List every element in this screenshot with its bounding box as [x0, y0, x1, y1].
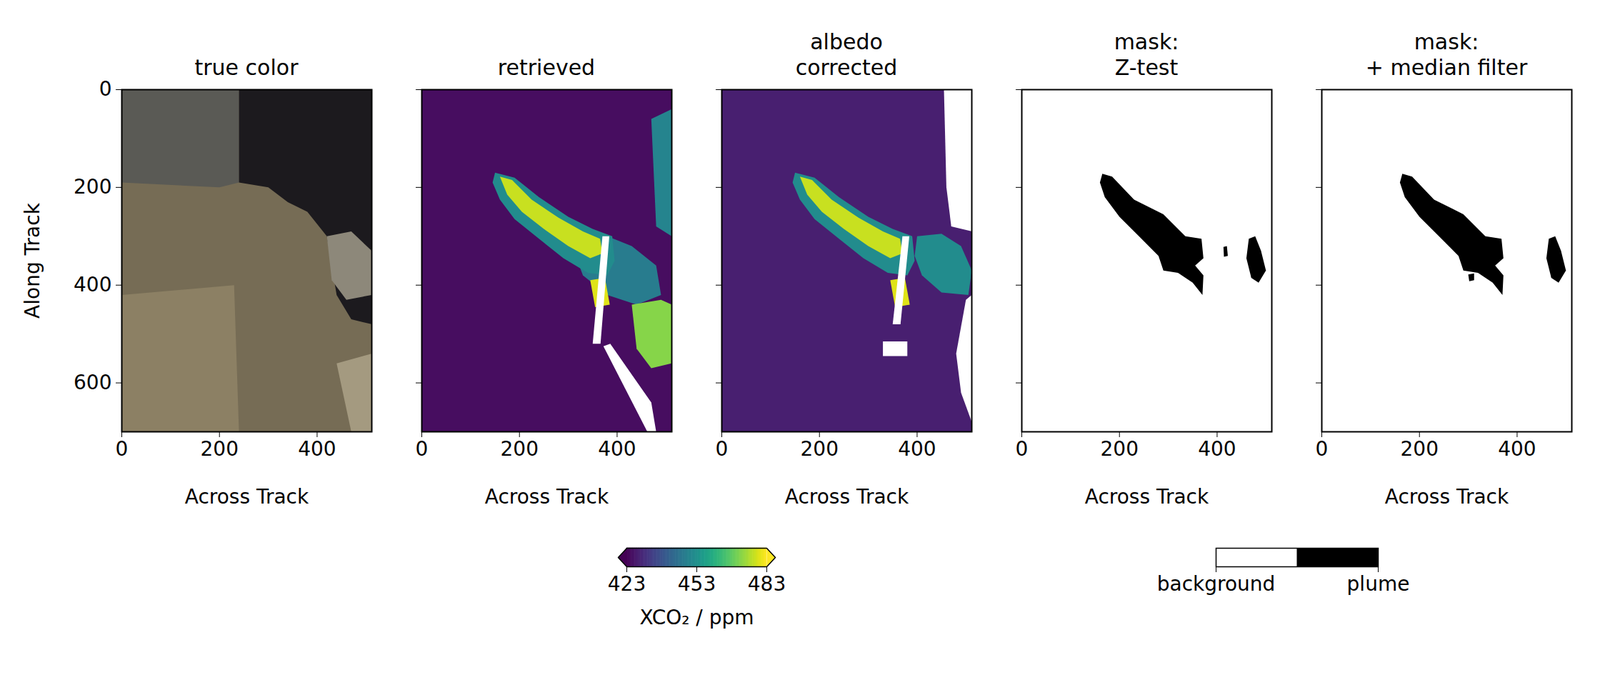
svg-text:400: 400: [1197, 437, 1236, 461]
svg-text:0: 0: [415, 437, 429, 461]
svg-text:423: 423: [607, 572, 646, 596]
svg-text:0: 0: [1015, 437, 1029, 461]
svg-text:0: 0: [99, 77, 113, 101]
svg-text:0: 0: [115, 437, 129, 461]
svg-text:483: 483: [747, 572, 786, 596]
svg-text:Across Track: Across Track: [185, 485, 310, 509]
html-text:mask: + median filter: mask: + median filter: [1365, 29, 1528, 80]
html-text:albedo corrected: albedo corrected: [795, 29, 898, 80]
svg-text:Along Track: Along Track: [20, 202, 45, 319]
svg-text:200: 200: [73, 175, 112, 199]
html-text:true color: true color: [194, 55, 299, 80]
svg-text:200: 200: [800, 437, 838, 461]
svg-text:200: 200: [1400, 437, 1438, 461]
svg-text:400: 400: [597, 437, 636, 461]
svg-text:453: 453: [677, 572, 716, 596]
svg-text:0: 0: [715, 437, 729, 461]
svg-text:Across Track: Across Track: [485, 485, 610, 509]
svg-text:plume: plume: [1347, 572, 1410, 596]
svg-text:background: background: [1157, 572, 1276, 596]
svg-text:0: 0: [1315, 437, 1329, 461]
svg-text:400: 400: [297, 437, 336, 461]
svg-text:600: 600: [73, 370, 112, 395]
svg-text:Across Track: Across Track: [1385, 485, 1510, 509]
svg-text:Across Track: Across Track: [785, 485, 910, 509]
svg-text:XCO₂ / ppm: XCO₂ / ppm: [639, 605, 754, 630]
svg-text:400: 400: [1497, 437, 1536, 461]
svg-text:200: 200: [1100, 437, 1138, 461]
svg-text:400: 400: [897, 437, 936, 461]
svg-text:Across Track: Across Track: [1085, 485, 1210, 509]
html-text:mask: Z-test: mask: Z-test: [1114, 29, 1179, 80]
svg-text:200: 200: [200, 437, 238, 461]
html-text:retrieved: retrieved: [497, 55, 596, 80]
svg-text:400: 400: [73, 272, 112, 297]
svg-text:200: 200: [500, 437, 538, 461]
